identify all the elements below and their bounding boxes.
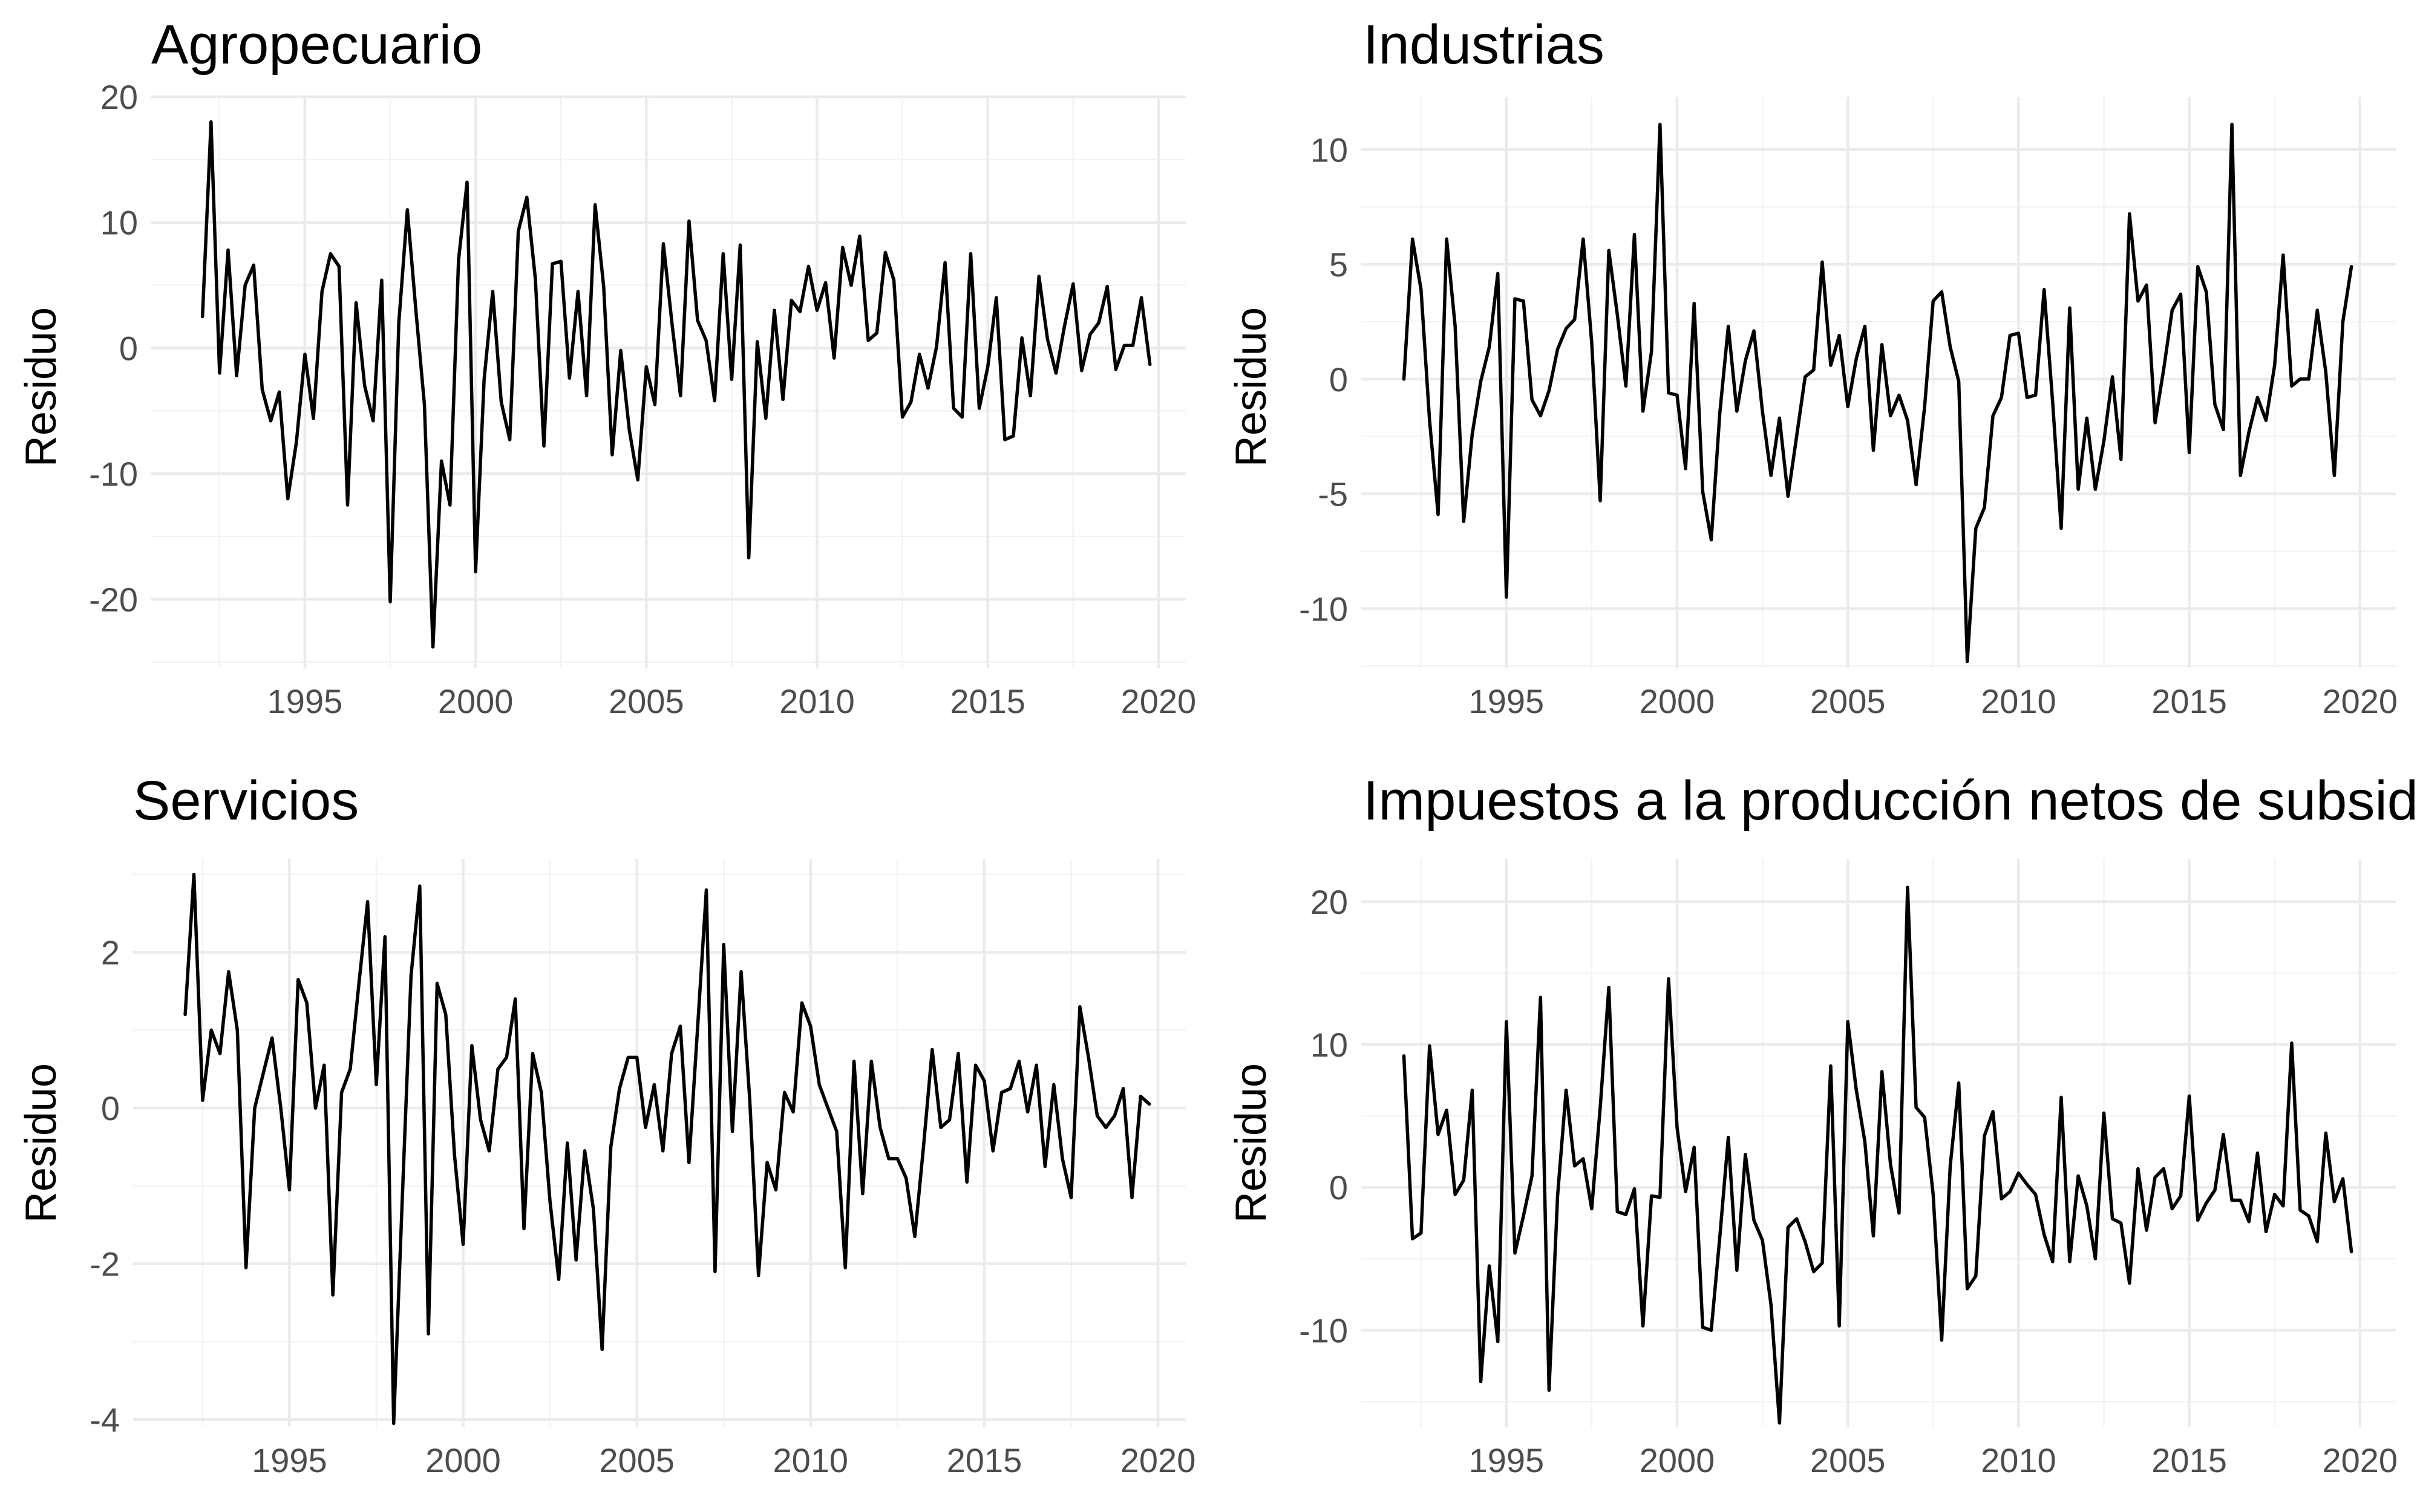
series-line <box>183 873 1151 1426</box>
y-tick-label: 10 <box>1310 1026 1348 1064</box>
x-tick-label: 2015 <box>2151 1441 2227 1479</box>
y-tick-labels: -4 -2 0 2 <box>90 934 120 1439</box>
x-tick-label: 2015 <box>2151 682 2227 720</box>
x-tick-label: 2020 <box>2322 682 2398 720</box>
x-tick-label: 2000 <box>1640 682 1715 720</box>
x-tick-label: 2010 <box>773 1441 849 1479</box>
x-tick-label: 1995 <box>1469 682 1545 720</box>
x-tick-label: 2020 <box>1120 1441 1196 1479</box>
y-tick-label: -10 <box>1299 1311 1348 1349</box>
x-tick-label: 2000 <box>438 682 514 720</box>
y-tick-label: 0 <box>101 1089 120 1127</box>
y-tick-label: 0 <box>1329 360 1348 399</box>
grid-lines <box>151 95 1186 668</box>
y-tick-labels: -20 -10 0 10 20 <box>89 78 138 619</box>
y-axis-label: Residuo <box>1227 1063 1275 1223</box>
panel-servicios: Servicios Residuo -4 -2 0 2 1995 2000 2005 201… <box>17 770 1195 1479</box>
grid-lines <box>1361 859 2396 1427</box>
x-tick-label: 2005 <box>1810 682 1886 720</box>
x-tick-label: 2010 <box>779 682 855 720</box>
series-line <box>200 120 1152 649</box>
y-axis-label: Residuo <box>17 1063 65 1223</box>
x-tick-label: 2020 <box>1121 682 1197 720</box>
panel-impuestos: Impuestos a la producción netos de subsi… <box>1227 770 2420 1479</box>
series-line <box>1402 885 2353 1425</box>
x-tick-labels: 1995 2000 2005 2010 2015 2020 <box>267 682 1196 720</box>
y-tick-label: -10 <box>89 455 138 493</box>
panel-title: Industrias <box>1363 14 1604 76</box>
x-tick-labels: 1995 2000 2005 2010 2015 2020 <box>1469 1441 2398 1479</box>
grid-lines <box>133 859 1186 1427</box>
panel-title: Agropecuario <box>151 14 482 76</box>
y-tick-label: -5 <box>1318 475 1348 513</box>
x-tick-label: 2000 <box>425 1441 501 1479</box>
x-tick-label: 2015 <box>950 682 1025 720</box>
x-tick-label: 2015 <box>947 1441 1022 1479</box>
series-line <box>1402 122 2353 663</box>
x-tick-label: 2000 <box>1640 1441 1715 1479</box>
y-tick-label: 10 <box>100 204 138 242</box>
panel-agropecuario: Agropecuario Residuo -20 -10 0 10 20 1995 200… <box>17 14 1196 720</box>
y-tick-label: -2 <box>90 1245 120 1283</box>
y-axis-label: Residuo <box>17 307 65 467</box>
panel-title: Servicios <box>133 770 359 832</box>
x-tick-labels: 1995 2000 2005 2010 2015 2020 <box>1469 682 2398 720</box>
y-tick-label: 0 <box>1329 1168 1348 1207</box>
y-tick-labels: -10 0 10 20 <box>1299 883 1348 1350</box>
y-tick-label: -10 <box>1299 590 1348 628</box>
x-tick-label: 1995 <box>252 1441 327 1479</box>
panel-industrias: Industrias Residuo -10 -5 0 5 10 1995 2000 200… <box>1227 14 2398 720</box>
y-tick-labels: -10 -5 0 5 10 <box>1299 131 1348 628</box>
x-tick-label: 2005 <box>1810 1441 1886 1479</box>
x-tick-label: 2005 <box>599 1441 675 1479</box>
y-tick-label: 20 <box>100 78 138 116</box>
y-tick-label: -20 <box>89 581 138 619</box>
y-tick-label: -4 <box>90 1401 120 1439</box>
panel-title: Impuestos a la producción netos de subsi… <box>1363 770 2420 832</box>
x-tick-label: 2020 <box>2322 1441 2398 1479</box>
x-tick-label: 2010 <box>1981 1441 2056 1479</box>
y-tick-label: 20 <box>1310 883 1348 921</box>
y-axis-label: Residuo <box>1227 307 1275 467</box>
x-tick-label: 2005 <box>609 682 684 720</box>
x-tick-label: 1995 <box>267 682 343 720</box>
x-tick-label: 1995 <box>1469 1441 1545 1479</box>
y-tick-label: 10 <box>1310 131 1348 169</box>
x-tick-labels: 1995 2000 2005 2010 2015 2020 <box>252 1441 1195 1479</box>
y-tick-label: 2 <box>101 934 120 972</box>
y-tick-label: 0 <box>119 329 138 367</box>
x-tick-label: 2010 <box>1981 682 2056 720</box>
y-tick-label: 5 <box>1329 246 1348 284</box>
